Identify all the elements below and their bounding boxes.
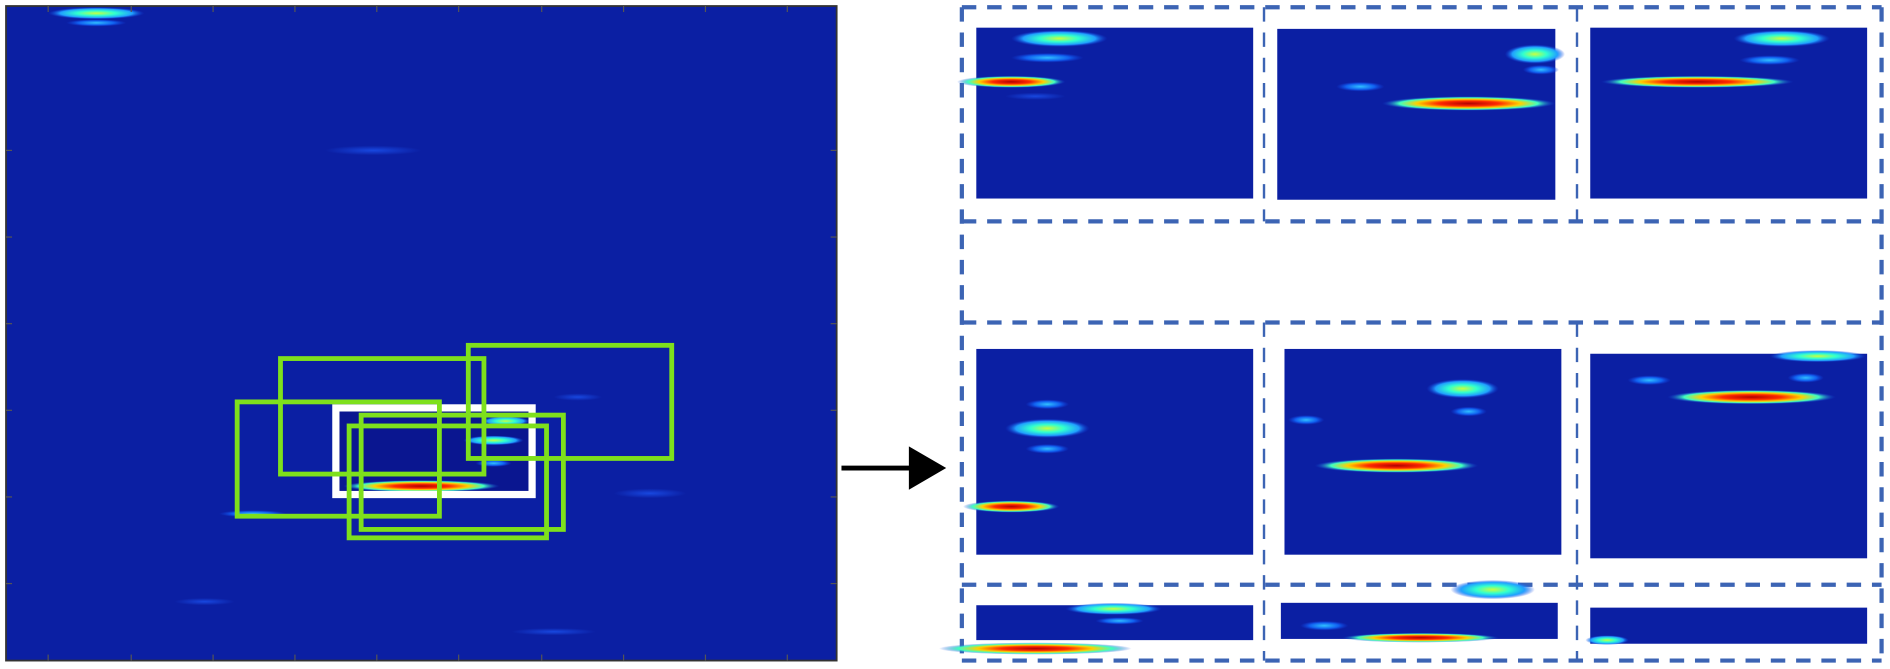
proposal-box <box>358 412 566 532</box>
target-box <box>332 404 536 499</box>
proposal-box <box>465 342 675 461</box>
heatmap-blob <box>66 19 127 27</box>
heatmap-blob <box>511 628 596 636</box>
heatmap-blob <box>463 435 524 446</box>
thumbnail-grid <box>938 27 1868 655</box>
thumbnail <box>1280 579 1558 643</box>
heatmap-blob <box>174 598 235 606</box>
heatmap-blob <box>613 488 687 499</box>
dashed-groups <box>959 5 1884 663</box>
thumbnail <box>963 348 1254 555</box>
thumbnail <box>957 27 1254 199</box>
axis-ticks <box>6 6 837 661</box>
heatmap-blob <box>325 145 422 156</box>
heatmap-area <box>5 5 838 662</box>
proposal-box <box>234 399 442 519</box>
heatmap-blob <box>48 7 145 20</box>
thumbnail <box>1585 607 1868 645</box>
proposal-box <box>346 423 549 541</box>
thumbnail <box>1590 350 1868 559</box>
proposal-boxes <box>234 342 675 541</box>
arrow-right-icon <box>841 446 947 490</box>
thumbnail <box>938 602 1254 655</box>
heatmap-peak <box>343 480 500 493</box>
thumbnail <box>1590 27 1868 199</box>
heatmap-blob <box>553 393 602 401</box>
thumbnail <box>1277 28 1565 200</box>
main-heatmap <box>5 5 838 662</box>
thumbnail <box>1284 348 1562 555</box>
